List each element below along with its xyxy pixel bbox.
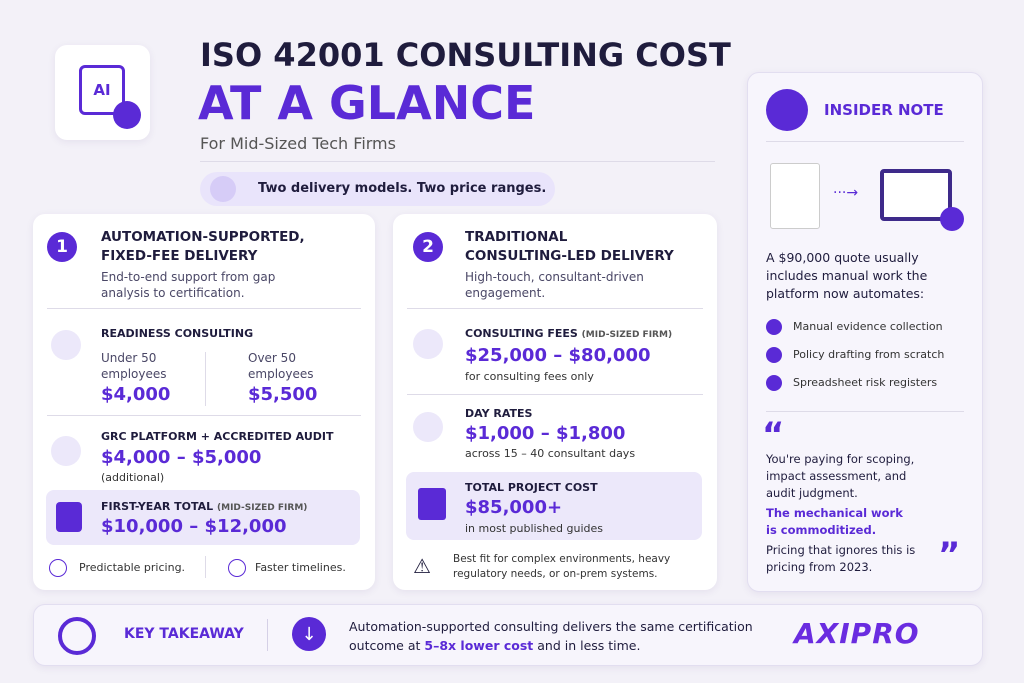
label: FIRST-YEAR TOTAL (MID-SIZED FIRM) xyxy=(101,500,307,513)
chart-icon xyxy=(418,488,446,520)
quote: You're paying for scoping, impact assess… xyxy=(766,452,915,500)
title: AUTOMATION-SUPPORTED, xyxy=(101,229,305,245)
model1-card: 1 AUTOMATION-SUPPORTED, FIXED-FEE DELIVE… xyxy=(33,214,375,590)
warning: Best fit for complex environments, heavy… xyxy=(453,553,671,580)
subtitle: For Mid-Sized Tech Firms xyxy=(200,134,396,153)
description: High-touch, consultant-driven engagement… xyxy=(465,270,644,300)
item: Manual evidence collection xyxy=(793,320,943,333)
scale-icon xyxy=(210,176,236,202)
highlight: 5–8x lower cost xyxy=(424,638,534,653)
qualifier: (MID-SIZED FIRM) xyxy=(581,330,673,340)
people-icon xyxy=(51,330,81,360)
divider xyxy=(205,556,206,578)
label: DAY RATES xyxy=(465,407,533,420)
brand: AXIPRO xyxy=(794,617,920,650)
check xyxy=(49,559,67,577)
logo-icon: AI xyxy=(55,45,150,140)
divider xyxy=(200,161,715,162)
takeaway-bar: KEY TAKEAWAY ↓ Automation-supported cons… xyxy=(33,604,983,666)
divider xyxy=(407,308,703,309)
check xyxy=(766,347,782,363)
insider-card: INSIDER NOTE ···→ A $90,000 quote usuall… xyxy=(747,72,983,592)
title-line2: AT A GLANCE xyxy=(198,76,536,130)
intro: A $90,000 quote usually includes manual … xyxy=(766,250,928,301)
number: 1 xyxy=(47,232,77,262)
check xyxy=(766,319,782,335)
note: (additional) xyxy=(101,471,165,484)
benefit: Faster timelines. xyxy=(255,561,346,574)
check xyxy=(766,375,782,391)
under-label: Under 50 employees xyxy=(101,351,167,381)
calc-icon xyxy=(56,502,82,532)
title: FIXED-FEE DELIVERY xyxy=(101,248,258,264)
banner-text: Two delivery models. Two price ranges. xyxy=(258,181,547,196)
emphasis: The mechanical work is commoditized. xyxy=(766,506,903,537)
divider xyxy=(267,619,268,651)
arrow-icon: ↓ xyxy=(292,617,326,651)
number: 2 xyxy=(413,232,443,262)
price: $25,000 – $80,000 xyxy=(465,345,651,366)
description: End-to-end support from gap analysis to … xyxy=(101,270,276,300)
label: INSIDER NOTE xyxy=(824,101,944,119)
divider xyxy=(766,411,964,412)
label: GRC PLATFORM + ACCREDITED AUDIT xyxy=(101,430,334,443)
label: READINESS CONSULTING xyxy=(101,327,254,340)
divider xyxy=(205,352,206,406)
label: KEY TAKEAWAY xyxy=(124,626,244,642)
clock-icon xyxy=(413,412,443,442)
divider xyxy=(766,141,964,142)
label-text: CONSULTING FEES xyxy=(465,327,578,340)
cloud-icon xyxy=(51,436,81,466)
label-text: FIRST-YEAR TOTAL xyxy=(101,500,214,513)
price: $85,000+ xyxy=(465,497,563,518)
label: CONSULTING FEES (MID-SIZED FIRM) xyxy=(465,327,672,340)
price: $10,000 – $12,000 xyxy=(101,516,287,537)
check-badge xyxy=(113,101,141,129)
title: CONSULTING-LED DELIVERY xyxy=(465,248,674,264)
close-quote: ” xyxy=(938,535,961,575)
total-box: FIRST-YEAR TOTAL (MID-SIZED FIRM) $10,00… xyxy=(46,490,360,545)
open-quote: “ xyxy=(762,415,785,455)
over-price: $5,500 xyxy=(248,384,318,405)
divider xyxy=(407,394,703,395)
arrow: ···→ xyxy=(833,185,859,201)
laptop-illustration xyxy=(880,169,952,221)
person-icon xyxy=(413,329,443,359)
benefit: Predictable pricing. xyxy=(79,561,186,574)
over-label: Over 50 employees xyxy=(248,351,314,381)
title: TRADITIONAL xyxy=(465,229,568,245)
under-price: $4,000 xyxy=(101,384,171,405)
note: across 15 – 40 consultant days xyxy=(465,447,636,460)
title-line1: ISO 42001 CONSULTING COST xyxy=(200,36,731,74)
item: Policy drafting from scratch xyxy=(793,348,945,361)
document-illustration xyxy=(770,163,820,229)
price: $1,000 – $1,800 xyxy=(465,423,626,444)
qualifier: (MID-SIZED FIRM) xyxy=(217,503,308,513)
price: $4,000 – $5,000 xyxy=(101,447,262,468)
closing: Pricing that ignores this is pricing fro… xyxy=(766,543,916,574)
check-badge xyxy=(940,207,964,231)
note: for consulting fees only xyxy=(465,370,594,383)
banner: Two delivery models. Two price ranges. xyxy=(200,172,555,206)
bulb-icon xyxy=(766,89,808,131)
label: TOTAL PROJECT COST xyxy=(465,481,598,494)
model2-card: 2 TRADITIONAL CONSULTING-LED DELIVERY Hi… xyxy=(393,214,717,590)
divider xyxy=(47,415,361,416)
takeaway-text: Automation-supported consulting delivers… xyxy=(349,617,779,655)
check xyxy=(228,559,246,577)
total-box: TOTAL PROJECT COST $85,000+ in most publ… xyxy=(406,472,702,540)
item: Spreadsheet risk registers xyxy=(793,376,938,389)
text: Automation-supported consulting delivers… xyxy=(349,619,753,653)
warning-icon: ⚠ xyxy=(413,554,431,578)
chip: AI xyxy=(79,65,125,115)
note: in most published guides xyxy=(465,522,603,535)
target-icon xyxy=(58,617,96,655)
divider xyxy=(47,308,361,309)
text: and in less time. xyxy=(533,638,641,653)
